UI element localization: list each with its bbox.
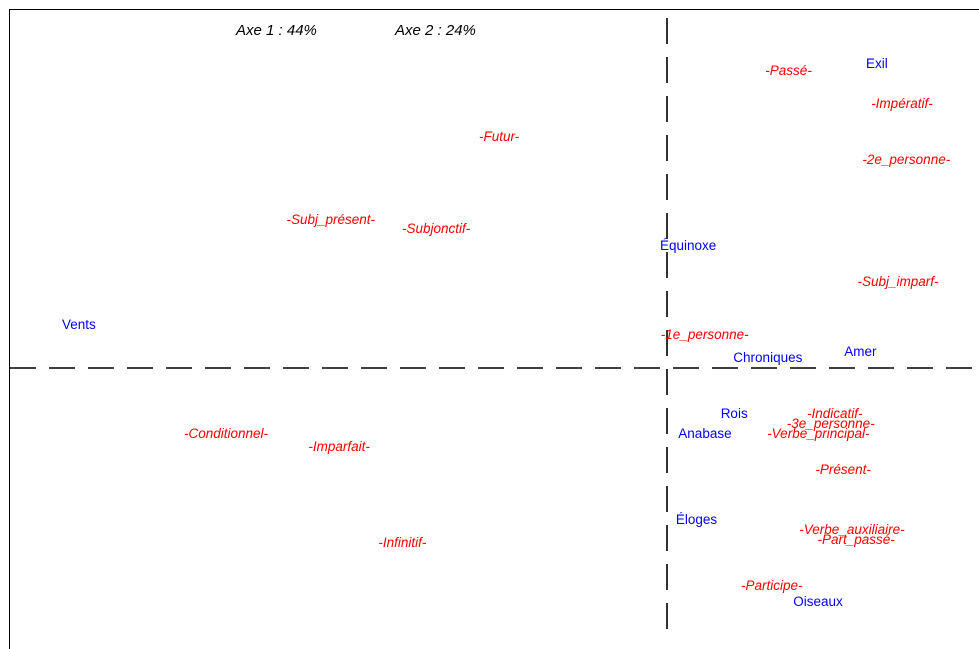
variable-label: -1e_personne- (660, 327, 749, 342)
plot-frame (9, 9, 979, 649)
observation-label: Oiseaux (793, 594, 843, 610)
variable-label: -Verbe_principal- (767, 426, 870, 441)
axis2-inertia-label: Axe 2 : 24% (395, 22, 476, 39)
variable-label: -Futur- (479, 129, 520, 144)
observation-label: Chroniques (733, 350, 803, 366)
variable-label: -Impératif- (871, 96, 933, 111)
variable-label: -Subj_présent- (286, 211, 376, 227)
variable-label: -Verbe_auxiliaire- (799, 521, 905, 537)
observation-label: Équinoxe (660, 237, 717, 253)
variable-label: -Part_passé- (817, 531, 895, 547)
variable-label: -3e_personne- (786, 416, 875, 432)
variable-label: -Subjonctif- (402, 221, 471, 237)
variable-label: -Participe- (741, 577, 803, 593)
observation-label: Amer (844, 343, 877, 359)
observation-label: Vents (62, 317, 96, 333)
axis1-inertia-label: Axe 1 : 44% (236, 22, 317, 39)
observation-label: Exil (866, 56, 888, 72)
variable-label: -Conditionnel- (184, 426, 269, 441)
observation-label: Éloges (675, 511, 718, 527)
variable-label: -Subj_imparf- (857, 274, 939, 290)
variable-label: -Infinitif- (378, 534, 427, 550)
variable-label: -Passé- (765, 63, 812, 78)
variable-label: -Imparfait- (308, 439, 370, 455)
variable-label: -2e_personne- (862, 152, 951, 168)
observation-label: Anabase (678, 426, 732, 441)
observation-label: Rois (720, 406, 748, 422)
variable-label: -Présent- (815, 462, 871, 478)
variable-label: -Indicatif- (807, 406, 863, 422)
